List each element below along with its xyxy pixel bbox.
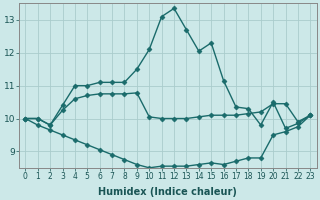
X-axis label: Humidex (Indice chaleur): Humidex (Indice chaleur) <box>98 187 237 197</box>
